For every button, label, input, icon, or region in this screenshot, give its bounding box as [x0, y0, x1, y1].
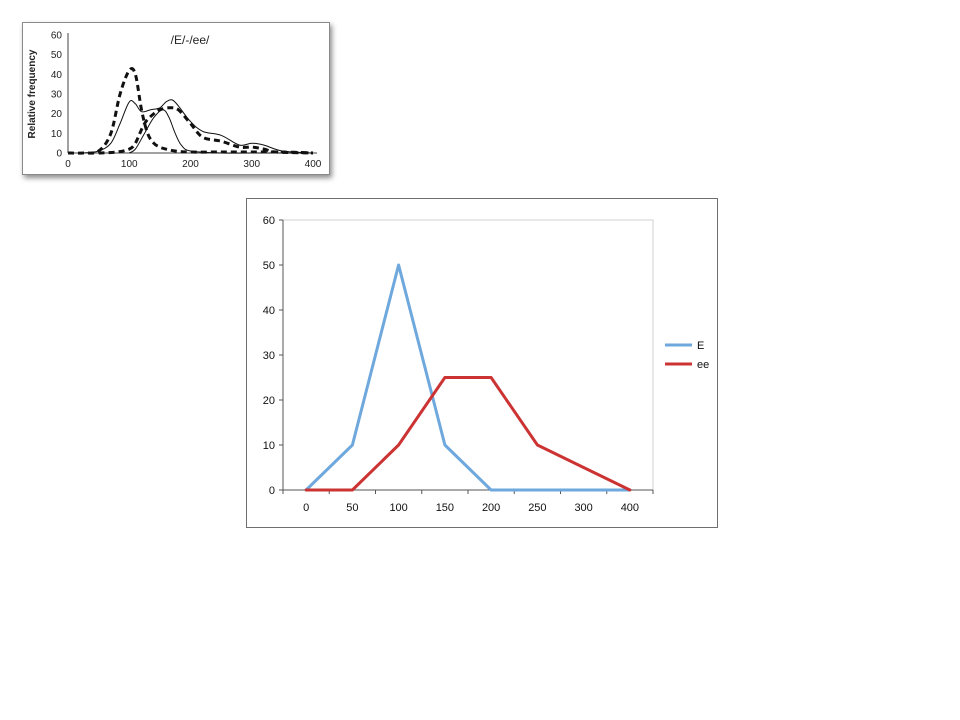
- y-tick-label: 20: [263, 395, 275, 407]
- x-tick-label: 200: [482, 502, 500, 514]
- x-tick-label: 100: [389, 502, 407, 514]
- chart-title: /E/-/ee/: [171, 33, 210, 47]
- y-tick-label: 10: [51, 129, 63, 140]
- x-tick-label: 200: [182, 159, 199, 170]
- x-tick-label: 0: [65, 159, 71, 170]
- line-chart: 0 10 20 30 40 50 60 0 50 100 150 200 250 300 400 Eee: [263, 215, 710, 514]
- series-line-1: [67, 67, 314, 155]
- y-tick-label: 0: [269, 485, 275, 497]
- legend-label-ee: ee: [697, 359, 709, 371]
- x-tick-label: 300: [243, 159, 260, 170]
- x-tick-label: 100: [121, 159, 138, 170]
- x-tick-label: 150: [436, 502, 454, 514]
- y-tick-label: 40: [51, 70, 63, 81]
- x-tick-label: 0: [303, 502, 309, 514]
- x-tick-label: 250: [528, 502, 546, 514]
- x-tick-label: 400: [305, 159, 322, 170]
- y-tick-label: 60: [263, 215, 275, 227]
- x-tick-label: 50: [346, 502, 358, 514]
- legend-label-E: E: [697, 340, 704, 352]
- chart-panel-top: 0 100 200 300 400 0 10 20 30 40 50 60 Relative frequ…: [22, 22, 330, 175]
- y-axis-label: Relative frequency: [27, 49, 38, 138]
- y-tick-label: 20: [51, 109, 63, 120]
- series-line-2: [83, 99, 314, 154]
- y-tick-label: 10: [263, 440, 275, 452]
- series-line-4: [129, 109, 313, 154]
- series-line-3: [98, 106, 314, 155]
- y-tick-label: 40: [263, 305, 275, 317]
- plot-area: [282, 219, 654, 491]
- series-line-ee: [304, 376, 632, 492]
- y-tick-label: 60: [51, 31, 63, 42]
- density-chart: 0 100 200 300 400 0 10 20 30 40 50 60 Relative frequ…: [27, 31, 322, 171]
- y-tick-label: 30: [51, 90, 63, 101]
- x-tick-label: 300: [574, 502, 592, 514]
- x-tick-label: 400: [621, 502, 639, 514]
- series-line-E: [304, 263, 632, 492]
- y-tick-label: 50: [263, 260, 275, 272]
- y-tick-label: 50: [51, 50, 63, 61]
- y-tick-label: 30: [263, 350, 275, 362]
- y-tick-label: 0: [56, 149, 62, 160]
